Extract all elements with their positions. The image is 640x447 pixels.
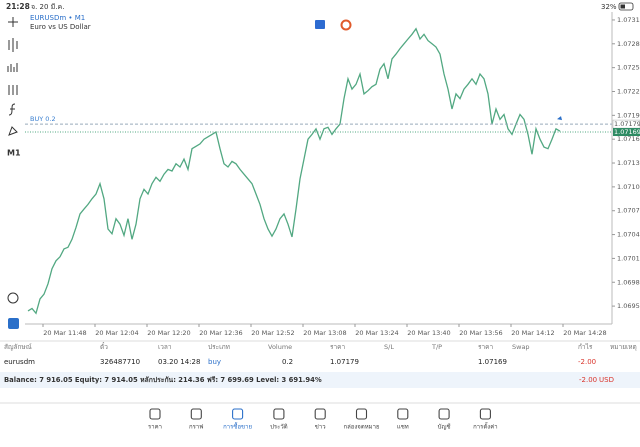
x-tick-label: 20 Mar 14:12 (511, 329, 554, 337)
column-header: ประเภท (208, 343, 230, 351)
y-tick-label: 1.07220 (617, 87, 640, 95)
battery-level (620, 4, 625, 9)
bid-price: 1.07169 (614, 128, 640, 136)
nav-label[interactable]: ข่าว (315, 424, 326, 431)
signal-icon[interactable] (340, 19, 352, 31)
toolbar[interactable] (7, 17, 19, 304)
nav-label[interactable]: การซื้อขาย (223, 421, 252, 431)
nav-icon[interactable] (479, 408, 491, 420)
column-header: T/P (431, 343, 442, 351)
x-tick-label: 20 Mar 12:52 (251, 329, 294, 337)
nav-icon[interactable] (355, 408, 368, 420)
timeframe[interactable]: M1 (7, 149, 21, 158)
x-tick-label: 20 Mar 13:24 (355, 329, 398, 337)
order-label: BUY 0.2 (30, 115, 56, 123)
cell: 1.07179 (330, 358, 359, 366)
nav-label[interactable]: การตั้งค่า (473, 421, 497, 431)
cell: 03.20 14:28 (158, 358, 200, 366)
nav-icon[interactable] (314, 408, 326, 420)
column-header: S/L (384, 343, 394, 351)
column-header: ตั๋ว (100, 342, 108, 351)
x-tick-label: 20 Mar 11:48 (43, 329, 86, 337)
nav-icon[interactable] (273, 408, 285, 420)
x-tick-label: 20 Mar 12:20 (147, 329, 190, 337)
nav-icon[interactable] (149, 408, 161, 420)
y-tick-label: 1.07070 (617, 207, 640, 215)
objects-tool[interactable] (8, 126, 18, 136)
y-tick-label: 1.07100 (617, 183, 640, 191)
x-tick-label: 20 Mar 14:28 (563, 329, 606, 337)
y-tick-label: 1.07190 (617, 111, 640, 119)
indicators-tool[interactable] (8, 85, 18, 95)
summary: Balance: 7 916.05 Equity: 7 914.05 หลักป… (4, 376, 322, 384)
nav-label[interactable]: กล่องจดหมาย (343, 424, 379, 431)
column-header: กำไร (578, 343, 593, 351)
nav-icon[interactable] (232, 408, 244, 420)
nav-label[interactable]: ประวัติ (270, 424, 288, 431)
bars-tool[interactable] (7, 63, 18, 72)
column-header: หมายเหตุ (610, 343, 637, 351)
cell: buy (208, 358, 221, 366)
column-header: เวลา (158, 343, 172, 351)
nav-icon[interactable] (190, 408, 202, 420)
y-tick-label: 1.07010 (617, 254, 640, 262)
x-tick-label: 20 Mar 13:40 (407, 329, 450, 337)
x-tick-label: 20 Mar 12:36 (199, 329, 242, 337)
summary-bg (0, 372, 640, 388)
chart-title: EURUSDm • M1 (30, 14, 85, 22)
order-price: 1.07179 (614, 120, 640, 128)
nav-label[interactable]: แชท (397, 424, 409, 431)
settings-icon[interactable] (8, 318, 19, 329)
chart-subtitle: Euro vs US Dollar (30, 23, 91, 31)
nav-label[interactable]: บัญชี (438, 423, 451, 431)
y-tick-label: 1.07130 (617, 159, 640, 167)
nav-icon[interactable] (397, 408, 409, 420)
x-tick-label: 20 Mar 13:08 (303, 329, 346, 337)
y-tick-label: 1.07250 (617, 64, 640, 72)
summary-currency: USD (599, 376, 614, 384)
battery-text: 32% (601, 3, 617, 11)
bid-price-box (613, 128, 640, 137)
y-tick-label: 1.07280 (617, 40, 640, 48)
y-tick-label: 1.07310 (617, 16, 640, 24)
candles-tool[interactable] (8, 38, 18, 52)
column-header: Swap (512, 343, 530, 351)
trade-icon[interactable] (315, 20, 325, 29)
cell: eurusdm (4, 358, 35, 366)
x-tick-label: 20 Mar 12:04 (95, 329, 138, 337)
date: จ. 20 มี.ค. (31, 3, 64, 11)
position-arrow (557, 116, 562, 121)
battery-icon (618, 2, 634, 11)
function-tool[interactable] (8, 103, 16, 116)
column-header: Volume (268, 343, 292, 351)
clock: 21:28 (6, 2, 30, 11)
y-tick-label: 1.07040 (617, 231, 640, 239)
x-tick-label: 20 Mar 13:56 (459, 329, 502, 337)
zoom-tool[interactable] (7, 292, 19, 304)
price-line (27, 27, 561, 315)
y-tick-label: 1.07160 (617, 135, 640, 143)
cell: 1.07169 (478, 358, 507, 366)
nav-icon[interactable] (438, 408, 450, 420)
nav-label[interactable]: ราคา (148, 424, 162, 431)
column-header: ราคา (478, 343, 493, 351)
cell: 0.2 (282, 358, 293, 366)
nav-label[interactable]: กราฟ (189, 424, 203, 431)
y-tick-label: 1.06980 (617, 278, 640, 286)
column-header: สัญลักษณ์ (4, 343, 32, 351)
y-tick-label: 1.06950 (617, 302, 640, 310)
cell: -2.00 (578, 358, 596, 366)
cell: 326487710 (100, 358, 140, 366)
crosshair-tool[interactable] (8, 17, 18, 27)
summary-profit: -2.00 (579, 376, 597, 384)
column-header: ราคา (330, 343, 345, 351)
